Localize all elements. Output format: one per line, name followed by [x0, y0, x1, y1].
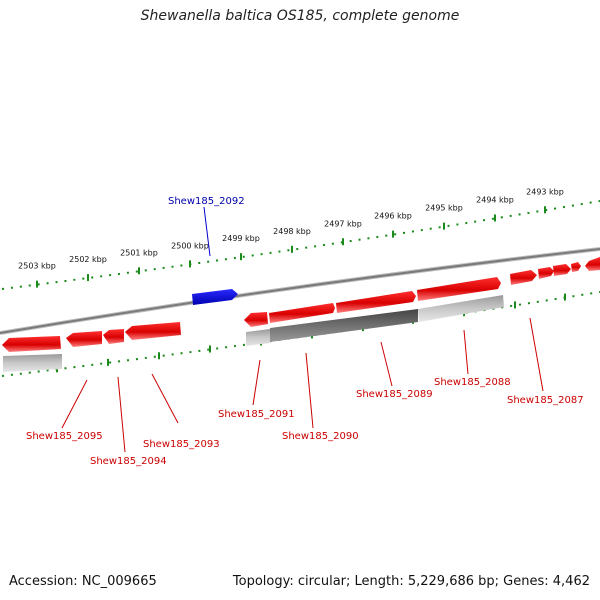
gene-label-2095[interactable]: Shew185_2095	[26, 431, 103, 442]
scale-label: 2495 kbp	[425, 204, 463, 213]
gene-label-2090[interactable]: Shew185_2090	[282, 431, 359, 442]
scale-label: 2493 kbp	[526, 187, 564, 196]
scale-labels: 2503 kbp 2502 kbp 2501 kbp 2500 kbp 2499 kbp…	[18, 187, 564, 270]
gene-arrow-2087c[interactable]	[553, 264, 571, 276]
gene-arrow-2088[interactable]	[417, 277, 501, 301]
scale-label: 2494 kbp	[476, 195, 514, 204]
gene-label-2093[interactable]: Shew185_2093	[143, 439, 220, 450]
scale-label: 2502 kbp	[69, 255, 107, 264]
gene-label-2092[interactable]: Shew185_2092	[168, 196, 245, 207]
gene-arrow-2095[interactable]	[2, 336, 61, 352]
gene-arrow-2093[interactable]	[125, 322, 181, 340]
gene-arrow-2087b[interactable]	[538, 267, 554, 279]
scale-label: 2498 kbp	[273, 227, 311, 236]
leader-lines	[61, 206, 544, 453]
gray-block-mid-left	[246, 329, 270, 346]
genome-backbone-core	[0, 248, 600, 334]
gene-label-2091[interactable]: Shew185_2091	[218, 409, 295, 420]
gene-arrow-2090[interactable]	[269, 303, 335, 323]
accession-text: Accession: NC_009665	[9, 574, 157, 589]
gene-label-2088[interactable]: Shew185_2088	[434, 377, 511, 388]
gene-label-2094[interactable]: Shew185_2094	[90, 456, 167, 467]
gray-block-dark	[270, 309, 418, 342]
gene-label-2087[interactable]: Shew185_2087	[507, 395, 584, 406]
gene-arrow-2087e[interactable]	[585, 257, 600, 271]
gene-arrow-2094b[interactable]	[103, 329, 124, 344]
scale-label: 2500 kbp	[171, 241, 209, 250]
gene-arrow-2094[interactable]	[66, 331, 102, 347]
gene-arrow-2087d[interactable]	[571, 262, 581, 272]
scale-label: 2499 kbp	[222, 234, 260, 243]
gene-arrow-2091[interactable]	[244, 312, 268, 327]
gene-label-2089[interactable]: Shew185_2089	[356, 389, 433, 400]
gray-block-left	[3, 354, 62, 372]
gene-arrow-2092[interactable]	[192, 289, 238, 305]
gene-arrow-2089[interactable]	[336, 291, 416, 313]
scale-label: 2497 kbp	[324, 219, 362, 228]
scale-label: 2496 kbp	[374, 212, 412, 221]
map-title: Shewanella baltica OS185, complete genom…	[140, 8, 460, 24]
scale-label: 2503 kbp	[18, 262, 56, 271]
gray-block-right	[418, 295, 504, 322]
genome-summary-text: Topology: circular; Length: 5,229,686 bp…	[232, 574, 590, 589]
gene-arrow-2087a[interactable]	[510, 270, 537, 285]
scale-label: 2501 kbp	[120, 248, 158, 257]
